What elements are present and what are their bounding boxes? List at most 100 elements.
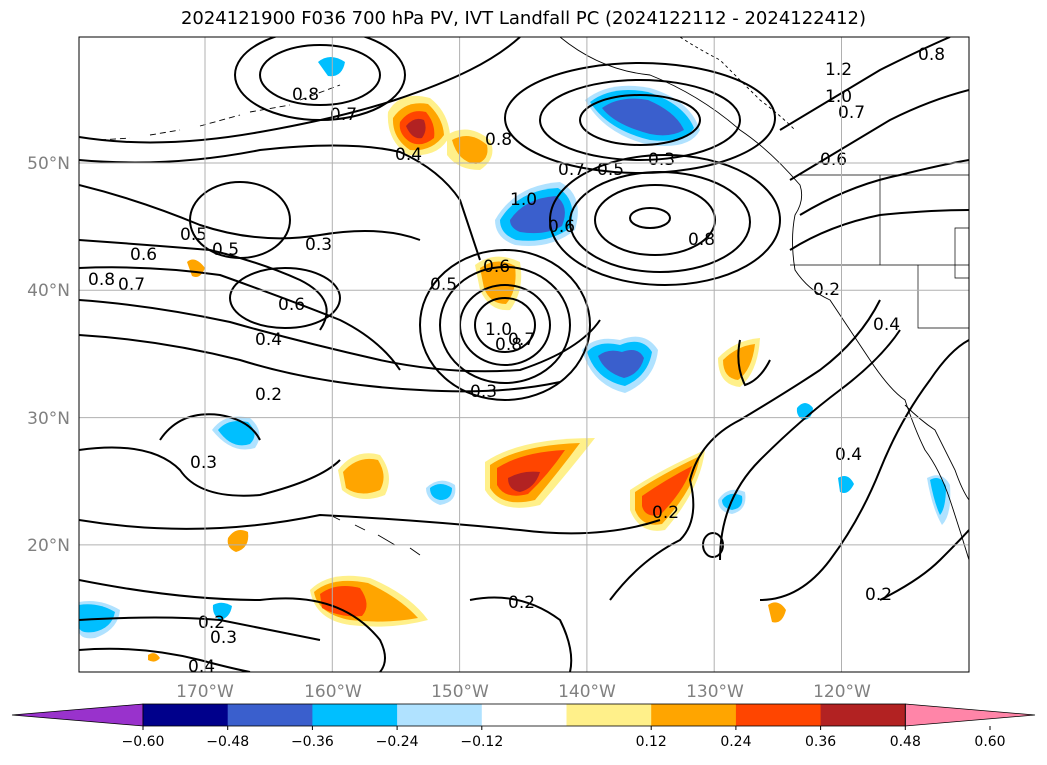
colorbar-tick-label: −0.48 [206, 734, 249, 750]
negative-anomaly-region [430, 484, 452, 500]
positive-anomaly-region [480, 261, 516, 304]
colorbar-segment [820, 704, 906, 726]
contour-line [79, 579, 386, 672]
contour-line [549, 154, 781, 286]
lon-tick-label: 150°W [431, 682, 489, 702]
positive-anomaly-region [768, 602, 786, 623]
contour-label: 0.7 [838, 103, 865, 123]
contour-label: 0.2 [508, 593, 535, 613]
map-frame [78, 36, 970, 673]
contour-label: 0.2 [652, 503, 679, 523]
contour-line [79, 334, 561, 393]
positive-anomaly-region [642, 466, 692, 516]
contour-label: 0.7 [558, 160, 585, 180]
contour-line [159, 413, 261, 441]
colorbar-tick-label: −0.12 [460, 734, 503, 750]
lon-tick-label: 160°W [304, 682, 362, 702]
contour-line [419, 249, 591, 401]
contour-label: 0.4 [188, 657, 215, 677]
contour-line [879, 529, 969, 601]
contour-line [474, 297, 536, 353]
contour-line [79, 184, 421, 241]
contour-label: 0.5 [212, 240, 239, 260]
contour-line [79, 144, 481, 261]
contour-label: 1.0 [485, 320, 512, 340]
contour-line [469, 596, 573, 672]
contour-line [79, 647, 251, 672]
contour-label: 0.6 [130, 245, 157, 265]
colorbar-tick-label: 0.36 [805, 734, 836, 750]
lat-tick-label: 50°N [27, 154, 70, 174]
contour-label: 0.6 [548, 217, 575, 237]
lon-tick-label: 120°W [813, 682, 871, 702]
contour-line [629, 207, 671, 229]
ivt-pc-shading [79, 57, 951, 662]
contour-label: 0.5 [430, 275, 457, 295]
colorbar-segment [227, 704, 313, 726]
north-america-coastline [559, 37, 969, 561]
contour-label: 0.8 [495, 335, 522, 355]
contour-line [259, 44, 381, 106]
colorbar-tick-label: −0.24 [376, 734, 419, 750]
contour-label: 0.4 [873, 315, 900, 335]
colorbar-tick-label: 0.48 [890, 734, 921, 750]
positive-anomaly-region [508, 471, 540, 492]
negative-anomaly-region [598, 350, 644, 378]
colorbar-extend-min [11, 703, 144, 727]
negative-anomaly-region [218, 421, 255, 446]
negative-anomaly-region [602, 98, 684, 136]
colorbar-tick-label: −0.36 [291, 734, 334, 750]
chart-title: 2024121900 F036 700 hPa PV, IVT Landfall… [180, 8, 867, 29]
colorbar-segment [312, 704, 398, 726]
contour-label: 0.8 [918, 45, 945, 65]
contour-line [799, 159, 969, 216]
contour-label: 0.3 [470, 382, 497, 402]
negative-anomaly-region [318, 57, 345, 77]
contour-label: 1.0 [825, 87, 852, 107]
colorbar-segment [397, 704, 483, 726]
hawaiian-islands [329, 514, 421, 556]
contour-label: 0.6 [278, 295, 305, 315]
graticule [79, 37, 969, 672]
contour-line [79, 616, 321, 641]
baja-coastline [904, 404, 969, 501]
contour-line [439, 266, 571, 384]
contour-line [234, 37, 406, 121]
contour-label: 0.6 [820, 150, 847, 170]
contour-label: 0.4 [835, 445, 862, 465]
positive-anomaly-region [148, 653, 160, 662]
contour-label: 0.3 [305, 235, 332, 255]
colorbar-tick-label: 0.12 [636, 734, 667, 750]
colorbar-segment [143, 704, 229, 726]
colorbar-segment [566, 704, 652, 726]
lon-tick-labels: 170°W 160°W 150°W 140°W 130°W 120°W [176, 682, 871, 702]
contour-label: 0.7 [330, 105, 357, 125]
colorbar-frame [142, 703, 906, 727]
lat-tick-labels: 50°N 40°N 30°N 20°N [27, 154, 70, 556]
contour-label: 0.8 [688, 230, 715, 250]
negative-anomaly-region [212, 602, 232, 620]
colorbar: −0.60 −0.48 −0.36 −0.24 −0.12 0.12 0.24 0.36 0.4… [11, 703, 1036, 750]
contour-line [79, 299, 601, 373]
contour-label: 0.4 [255, 330, 282, 350]
contour-line [719, 329, 901, 561]
contour-line [79, 446, 341, 497]
lat-tick-label: 40°N [27, 281, 70, 301]
contour-line [539, 79, 741, 161]
map-background [79, 37, 969, 672]
lat-tick-label: 30°N [27, 409, 70, 429]
contour-line [189, 181, 291, 259]
lon-tick-label: 170°W [176, 682, 234, 702]
colorbar-tick-label: 0.60 [974, 734, 1005, 750]
contour-label: 0.3 [648, 150, 675, 170]
positive-anomaly-region [343, 458, 384, 494]
contour-line [789, 209, 969, 251]
contour-line [79, 266, 401, 371]
contour-line [79, 513, 661, 535]
contour-label: 0.4 [395, 145, 422, 165]
contour-label: 0.6 [483, 257, 510, 277]
us-state-border [790, 174, 969, 329]
positive-anomaly-region [452, 136, 488, 164]
contour-line [504, 62, 776, 174]
aleutian-islands [99, 84, 341, 141]
